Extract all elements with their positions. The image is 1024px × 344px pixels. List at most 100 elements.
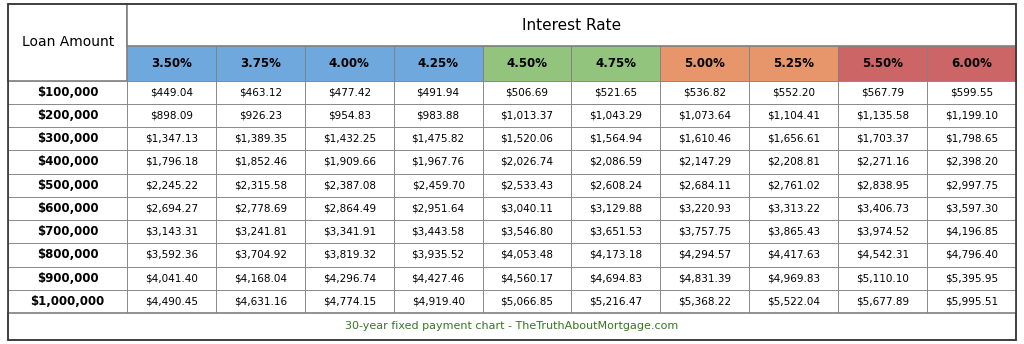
Bar [127, 174, 216, 197]
Text: $2,208.81: $2,208.81 [767, 157, 820, 167]
Bar [216, 197, 305, 220]
Text: Interest Rate: Interest Rate [522, 18, 621, 33]
Text: $2,608.24: $2,608.24 [590, 180, 642, 190]
Text: Loan Amount: Loan Amount [22, 35, 114, 50]
Bar [482, 150, 571, 174]
Bar [571, 81, 660, 104]
Bar [838, 150, 927, 174]
Bar [8, 127, 127, 150]
Bar [838, 197, 927, 220]
Bar [927, 290, 1016, 313]
Text: $1,432.25: $1,432.25 [323, 134, 376, 144]
Text: $2,398.20: $2,398.20 [945, 157, 997, 167]
Bar [8, 220, 127, 243]
Bar [305, 243, 393, 267]
Bar [927, 104, 1016, 127]
Bar [393, 243, 482, 267]
Text: 4.75%: 4.75% [595, 57, 636, 70]
Bar [216, 243, 305, 267]
Bar [482, 46, 571, 81]
Bar [482, 243, 571, 267]
Text: $2,271.16: $2,271.16 [856, 157, 909, 167]
Text: $4,919.40: $4,919.40 [412, 297, 465, 307]
Text: 4.25%: 4.25% [418, 57, 459, 70]
Text: $983.88: $983.88 [417, 110, 460, 120]
Bar [482, 197, 571, 220]
Text: $400,000: $400,000 [37, 155, 98, 169]
Bar [838, 267, 927, 290]
Bar [393, 174, 482, 197]
Text: $3,040.11: $3,040.11 [501, 203, 553, 214]
Text: $4,796.40: $4,796.40 [945, 250, 997, 260]
Text: $599.55: $599.55 [950, 87, 993, 97]
Bar [127, 104, 216, 127]
Text: $449.04: $449.04 [151, 87, 194, 97]
Text: $2,315.58: $2,315.58 [233, 180, 287, 190]
Text: $521.65: $521.65 [594, 87, 638, 97]
Bar [393, 290, 482, 313]
Bar [927, 243, 1016, 267]
Text: $1,798.65: $1,798.65 [945, 134, 998, 144]
Text: $567.79: $567.79 [861, 87, 904, 97]
Text: $5,066.85: $5,066.85 [501, 297, 554, 307]
Bar [305, 104, 393, 127]
Bar [8, 290, 127, 313]
Text: $2,147.29: $2,147.29 [678, 157, 731, 167]
Text: $1,104.41: $1,104.41 [767, 110, 820, 120]
Text: $1,796.18: $1,796.18 [145, 157, 198, 167]
Text: $4,560.17: $4,560.17 [501, 273, 554, 283]
Text: $1,520.06: $1,520.06 [501, 134, 553, 144]
Text: $2,245.22: $2,245.22 [145, 180, 198, 190]
Text: $5,522.04: $5,522.04 [767, 297, 820, 307]
Text: $3,143.31: $3,143.31 [145, 227, 198, 237]
Text: $1,610.46: $1,610.46 [678, 134, 731, 144]
Text: $463.12: $463.12 [239, 87, 282, 97]
Bar [750, 220, 838, 243]
Bar [482, 290, 571, 313]
Bar [838, 81, 927, 104]
Bar [127, 197, 216, 220]
Text: 4.50%: 4.50% [507, 57, 548, 70]
Bar [305, 174, 393, 197]
Bar [482, 220, 571, 243]
Text: $2,026.74: $2,026.74 [501, 157, 554, 167]
Text: $2,459.70: $2,459.70 [412, 180, 465, 190]
Bar [838, 46, 927, 81]
Text: $2,761.02: $2,761.02 [767, 180, 820, 190]
Text: $552.20: $552.20 [772, 87, 815, 97]
Text: $5,677.89: $5,677.89 [856, 297, 909, 307]
Bar [127, 4, 1016, 46]
Bar [838, 220, 927, 243]
Bar [927, 220, 1016, 243]
Bar [127, 46, 216, 81]
Text: 5.50%: 5.50% [862, 57, 903, 70]
Bar [571, 220, 660, 243]
Bar [750, 104, 838, 127]
Bar [216, 46, 305, 81]
Text: $2,694.27: $2,694.27 [145, 203, 198, 214]
Text: $3,241.81: $3,241.81 [233, 227, 287, 237]
Bar [660, 220, 750, 243]
Bar [393, 127, 482, 150]
Bar [660, 150, 750, 174]
Bar [8, 243, 127, 267]
Bar [393, 150, 482, 174]
Bar [127, 220, 216, 243]
Text: $3,129.88: $3,129.88 [590, 203, 642, 214]
Text: $1,967.76: $1,967.76 [412, 157, 465, 167]
Bar [305, 267, 393, 290]
Text: $1,703.37: $1,703.37 [856, 134, 909, 144]
Bar [838, 104, 927, 127]
Bar [571, 150, 660, 174]
Text: $506.69: $506.69 [506, 87, 549, 97]
Text: $200,000: $200,000 [37, 109, 98, 122]
Bar [393, 104, 482, 127]
Bar [838, 174, 927, 197]
Text: $700,000: $700,000 [37, 225, 98, 238]
Text: $4,694.83: $4,694.83 [590, 273, 642, 283]
Text: $3,341.91: $3,341.91 [323, 227, 376, 237]
Bar [127, 127, 216, 150]
Text: $1,564.94: $1,564.94 [590, 134, 642, 144]
Text: $800,000: $800,000 [37, 248, 98, 261]
Bar [393, 267, 482, 290]
